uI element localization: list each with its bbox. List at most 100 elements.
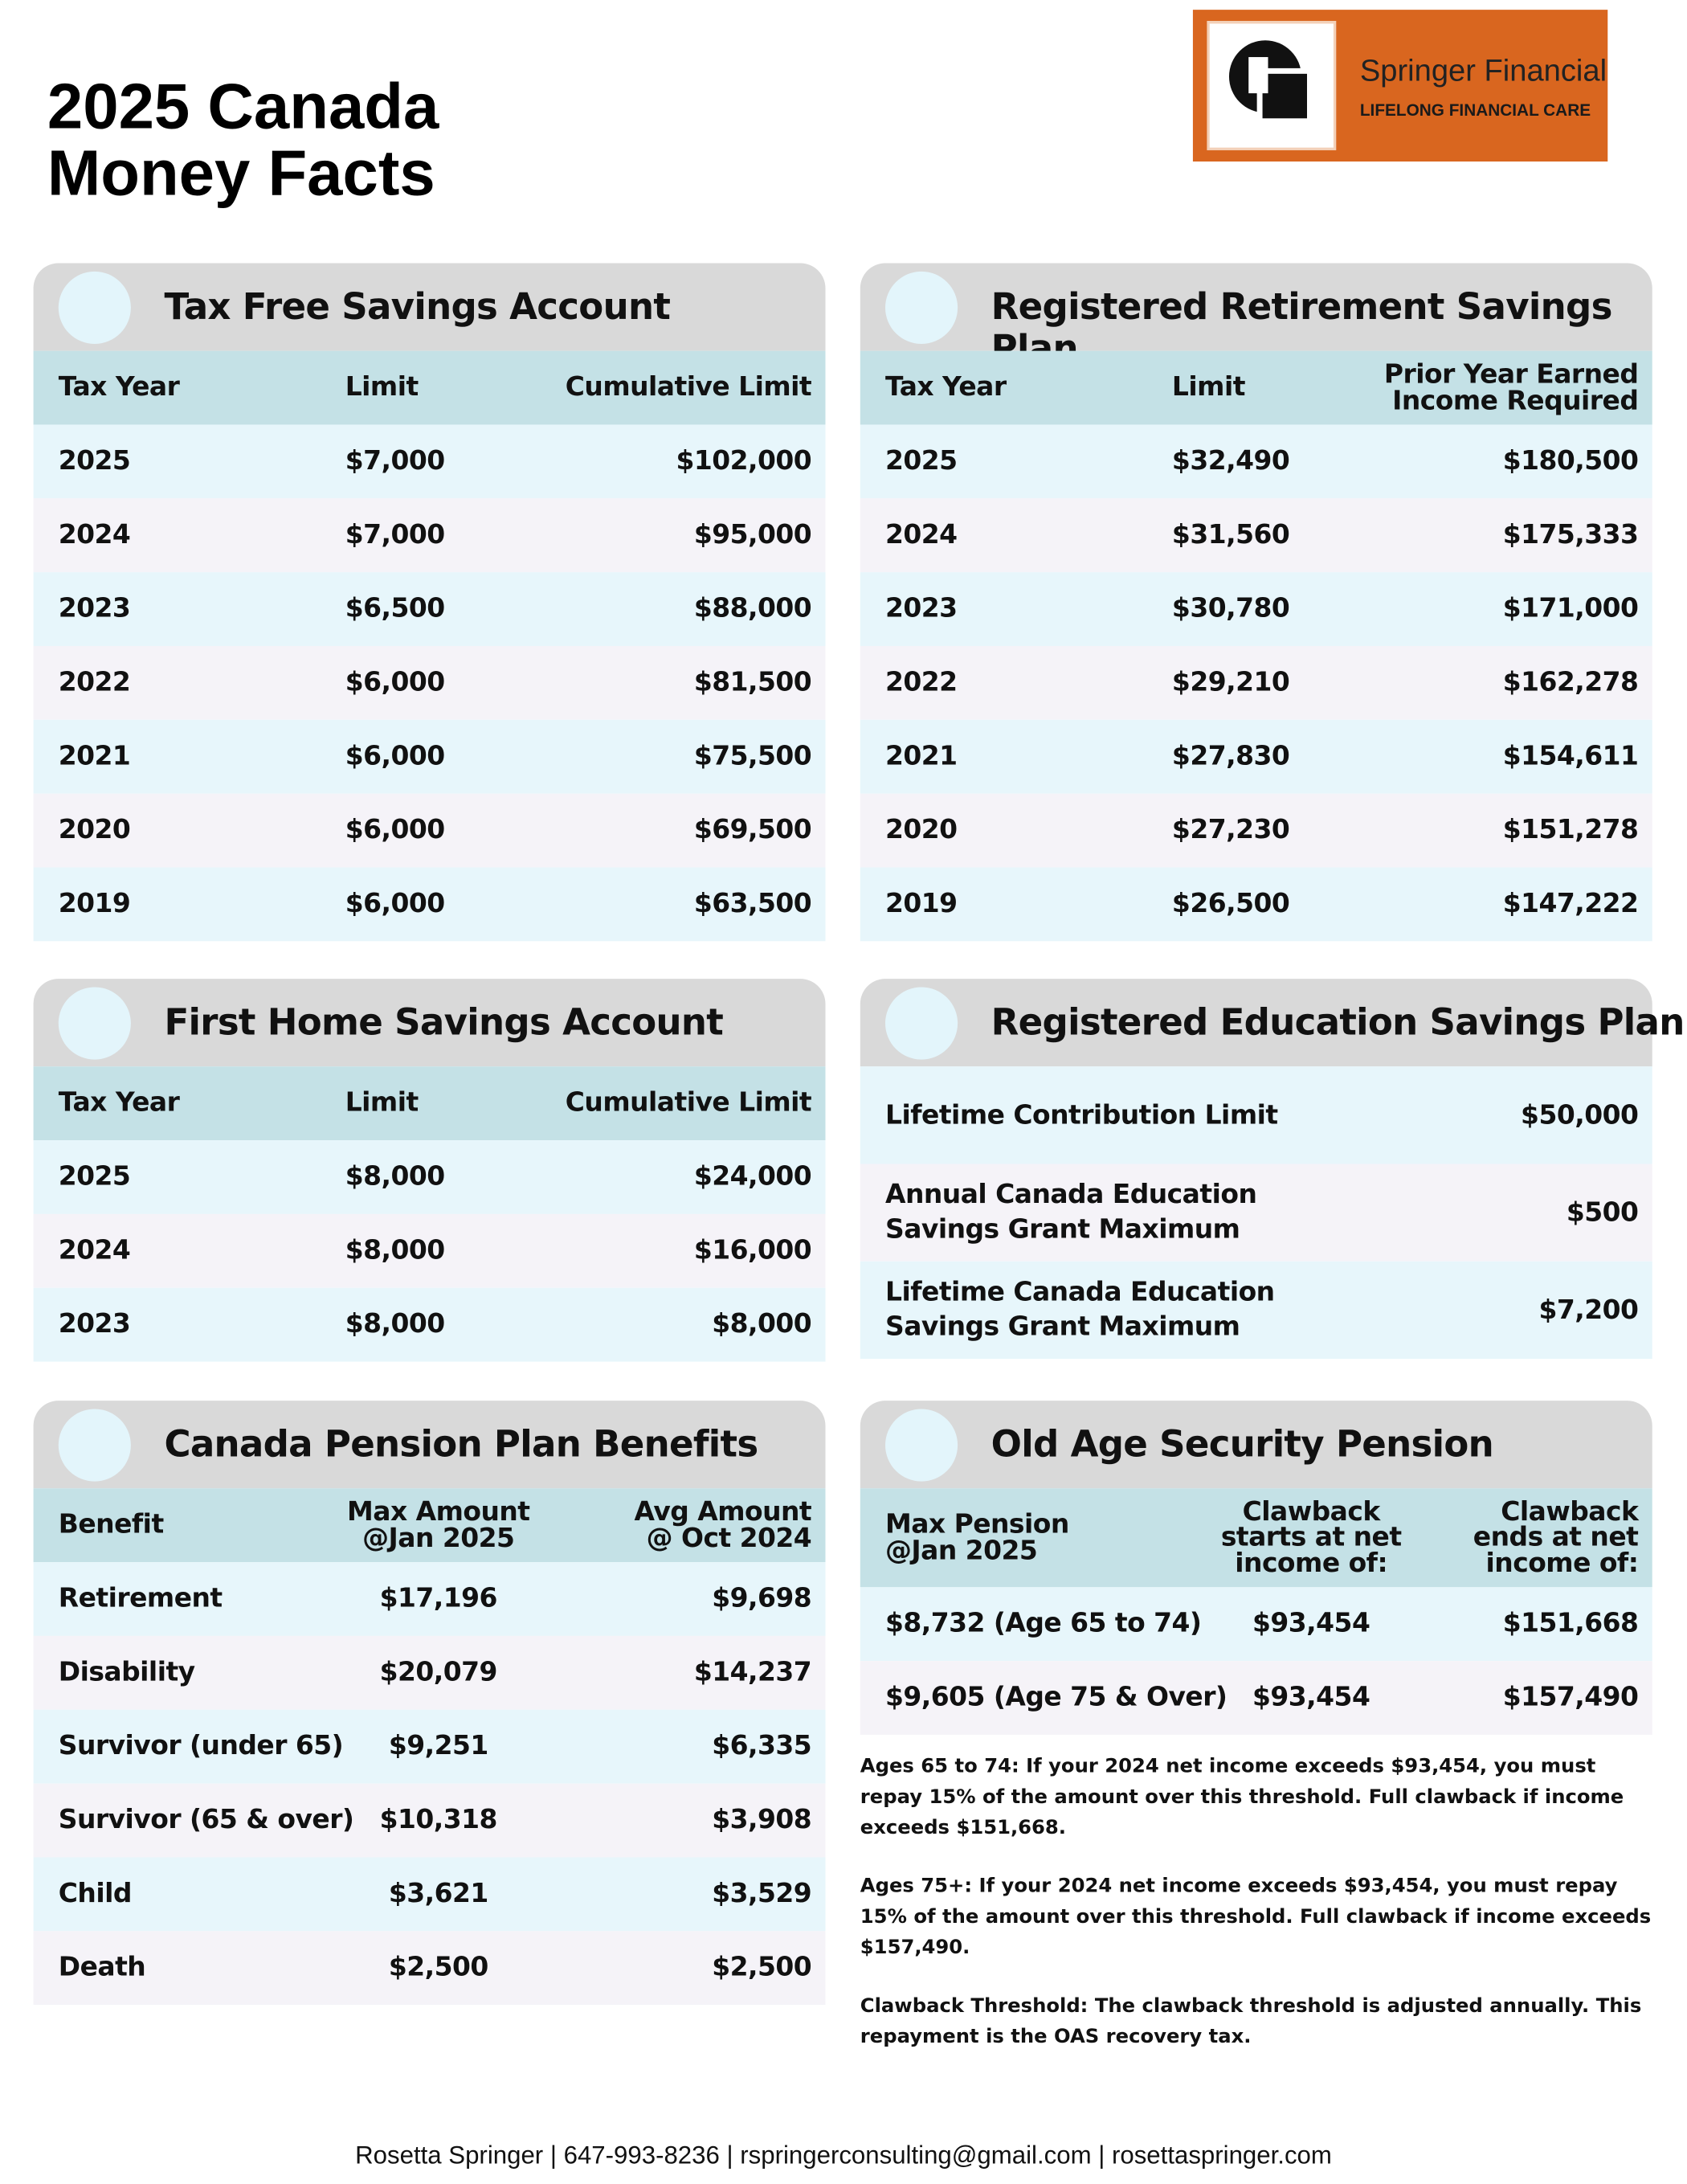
cell: $8,732 (Age 65 to 74) (884, 1608, 1202, 1639)
cell: Survivor (under 65) (58, 1731, 344, 1762)
cell: 2022 (58, 667, 131, 698)
row (33, 719, 826, 794)
column-header: Cumulative Limit (565, 372, 812, 403)
row (33, 867, 826, 942)
cell: 2025 (58, 445, 131, 476)
cell: 2024 (884, 519, 958, 550)
cell: $154,611 (1502, 741, 1639, 772)
column-header: Tax Year (884, 372, 1007, 403)
cell: 2025 (884, 445, 958, 476)
cell: $27,230 (1171, 814, 1290, 846)
panel-header (860, 1401, 1652, 1489)
row (860, 1661, 1652, 1735)
panel-header (33, 263, 826, 351)
cell: 2023 (884, 593, 958, 624)
cell: $6,500 (345, 593, 445, 624)
cell: 2022 (884, 667, 958, 698)
cell: $63,500 (693, 888, 812, 919)
row (33, 1287, 826, 1362)
title-line: Money Facts (47, 136, 435, 209)
cell: 2020 (884, 814, 958, 846)
cell: $7,200 (1538, 1294, 1639, 1325)
cell: $500 (1566, 1196, 1639, 1228)
icon (58, 1409, 131, 1482)
panel-title: First Home Savings Account (164, 1002, 724, 1045)
cell: $6,335 (712, 1731, 812, 1762)
note: Ages 65 to 74: If your 2024 net income e… (860, 1755, 1624, 1839)
cell: Annual Canada Education Savings Grant Ma… (884, 1180, 1257, 1245)
cell: $50,000 (1521, 1099, 1639, 1131)
row (860, 1066, 1652, 1164)
row (33, 572, 826, 646)
column-header: Tax Year (58, 372, 180, 403)
cell: 2019 (884, 888, 958, 919)
cell: $2,500 (388, 1952, 488, 1983)
cell: $6,000 (345, 888, 445, 919)
row (33, 1857, 826, 1932)
cell: $26,500 (1171, 888, 1290, 919)
cell: $6,000 (345, 667, 445, 698)
note: Ages 75+: If your 2024 net income exceed… (860, 1875, 1652, 1959)
cell: $3,529 (712, 1878, 812, 1909)
row (860, 793, 1652, 868)
logo-name: Springer Financial (1359, 52, 1607, 88)
row (33, 1562, 826, 1636)
panel-header (33, 979, 826, 1067)
cell: $88,000 (693, 593, 812, 624)
icon (58, 271, 131, 344)
row (33, 1140, 826, 1214)
cell: $151,668 (1502, 1608, 1639, 1639)
row (33, 498, 826, 573)
cell: $6,000 (345, 741, 445, 772)
cell: $7,000 (345, 519, 445, 550)
cell: $9,251 (388, 1731, 488, 1762)
title-line: 2025 Canada (47, 69, 439, 142)
cell: $14,237 (693, 1657, 812, 1688)
cell: $3,621 (388, 1878, 488, 1909)
cell: $75,500 (693, 741, 812, 772)
cell: $162,278 (1502, 667, 1639, 698)
cell: 2023 (58, 1309, 131, 1340)
cell: $8,000 (345, 1309, 445, 1340)
column-header: Limit (1171, 372, 1246, 403)
cell: $2,500 (712, 1952, 812, 1983)
cell: $16,000 (693, 1235, 812, 1266)
panel-title: Canada Pension Plan Benefits (164, 1424, 758, 1466)
cell: $10,318 (379, 1804, 498, 1835)
column-header-row (860, 1488, 1652, 1588)
footer: Rosetta Springer | 647-993-8236 | rsprin… (355, 2141, 1332, 2170)
cell: $29,210 (1171, 667, 1290, 698)
cell: $93,454 (1252, 1608, 1370, 1639)
logo-mark (1207, 20, 1337, 151)
cell: $8,000 (712, 1309, 812, 1340)
cell: 2020 (58, 814, 131, 846)
column-header-row (33, 1066, 826, 1141)
logo-tagline: LIFELONG FINANCIAL CARE (1359, 100, 1591, 121)
column-header-row (33, 350, 826, 425)
cell: $93,454 (1252, 1682, 1370, 1713)
cell: $17,196 (379, 1583, 498, 1614)
panel-header (860, 263, 1652, 351)
row (860, 1261, 1652, 1360)
cell: 2019 (58, 888, 131, 919)
cell: $9,698 (712, 1583, 812, 1614)
column-header: Limit (345, 372, 419, 403)
column-header-row (33, 1488, 826, 1563)
cell: $8,000 (345, 1161, 445, 1192)
icon (884, 987, 958, 1060)
cell: 2024 (58, 519, 131, 550)
cell: $20,079 (379, 1657, 498, 1688)
column-header: Cumulative Limit (565, 1088, 812, 1119)
icon (58, 987, 131, 1060)
cell: $6,000 (345, 814, 445, 846)
cell: $31,560 (1171, 519, 1290, 550)
panel-header (33, 1401, 826, 1489)
row (33, 1783, 826, 1858)
logo: Springer Financial LIFELONG FINANCIAL CA… (1192, 10, 1608, 162)
row (33, 1635, 826, 1710)
cell: Survivor (65 & over) (58, 1804, 354, 1835)
panel-title: Registered Education Savings Plan (991, 1002, 1685, 1045)
column-header: Max Pension @Jan 2025 (884, 1510, 1069, 1566)
